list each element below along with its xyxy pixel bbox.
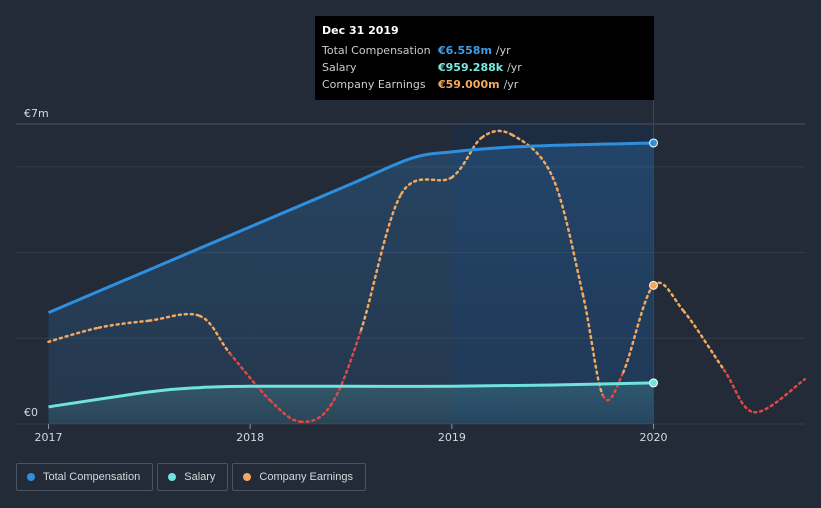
tooltip-date: Dec 31 2019 — [322, 24, 399, 37]
company-earnings-marker — [649, 280, 658, 290]
earnings-segment — [551, 176, 585, 297]
chart-legend: Total Compensation Salary Company Earnin… — [16, 463, 366, 491]
earnings-segment — [228, 352, 272, 402]
earnings-segment — [329, 328, 363, 407]
y-axis: €0 €7m — [24, 107, 49, 419]
hover-tooltip: Dec 31 2019 Total Compensation €6.558m /… — [315, 16, 654, 100]
total-compensation-marker — [649, 138, 658, 148]
tooltip-value: €959.288k — [438, 61, 504, 74]
earnings-segment — [682, 309, 726, 372]
y-tick-label: €0 — [24, 406, 38, 419]
legend-dot-icon — [243, 473, 252, 481]
earnings-segment — [480, 129, 514, 139]
legend-item-salary[interactable]: Salary — [157, 463, 229, 491]
salary-area — [48, 382, 654, 424]
earnings-segment — [450, 136, 484, 179]
y-tick-label: €7m — [24, 107, 49, 120]
earnings-segment — [581, 293, 605, 398]
hover-markers — [649, 138, 658, 388]
x-tick-label: 2019 — [438, 431, 466, 444]
tooltip-row-company-earnings: Company Earnings €59.000m /yr — [322, 76, 647, 93]
legend-label: Total Compensation — [43, 471, 141, 483]
legend-item-total-compensation[interactable]: Total Compensation — [16, 463, 154, 491]
earnings-segment — [652, 281, 685, 313]
tooltip-unit: /yr — [495, 44, 511, 57]
tooltip-value: €6.558m — [438, 44, 492, 57]
tooltip-row-salary: Salary €959.288k /yr — [322, 59, 647, 76]
salary-line — [48, 381, 654, 409]
total-compensation-line — [47, 141, 654, 314]
earnings-segment — [753, 378, 806, 414]
x-tick-label: 2020 — [640, 431, 668, 444]
legend-label: Company Earnings — [259, 471, 353, 483]
total-compensation-area — [48, 142, 654, 424]
tooltip-unit: /yr — [503, 78, 519, 91]
earnings-segment — [148, 312, 201, 322]
legend-label: Salary — [184, 471, 216, 483]
earnings-segment — [511, 133, 554, 179]
earnings-segment — [47, 326, 101, 344]
earnings-segment — [269, 399, 302, 423]
earnings-segment — [601, 371, 625, 402]
x-axis: 2017 2018 2019 2020 — [35, 424, 668, 444]
legend-dot-icon — [27, 473, 35, 481]
tooltip-value: €59.000m — [438, 78, 500, 91]
earnings-segment — [198, 314, 232, 355]
tooltip-label: Salary — [322, 61, 357, 74]
earnings-segment — [359, 192, 403, 332]
x-tick-label: 2017 — [35, 431, 63, 444]
tooltip-row-total-compensation: Total Compensation €6.558m /yr — [322, 42, 647, 59]
earnings-segment — [97, 319, 151, 329]
earnings-segment — [299, 403, 333, 424]
earnings-segment — [622, 284, 655, 374]
tooltip-label: Total Compensation — [322, 44, 431, 57]
x-tick-label: 2018 — [236, 431, 264, 444]
earnings-segment — [400, 176, 454, 195]
salary-marker — [649, 378, 658, 388]
legend-dot-icon — [168, 473, 177, 481]
legend-item-company-earnings[interactable]: Company Earnings — [232, 463, 366, 491]
earnings-segment — [722, 368, 756, 414]
tooltip-unit: /yr — [507, 61, 522, 74]
tooltip-label: Company Earnings — [322, 78, 426, 91]
